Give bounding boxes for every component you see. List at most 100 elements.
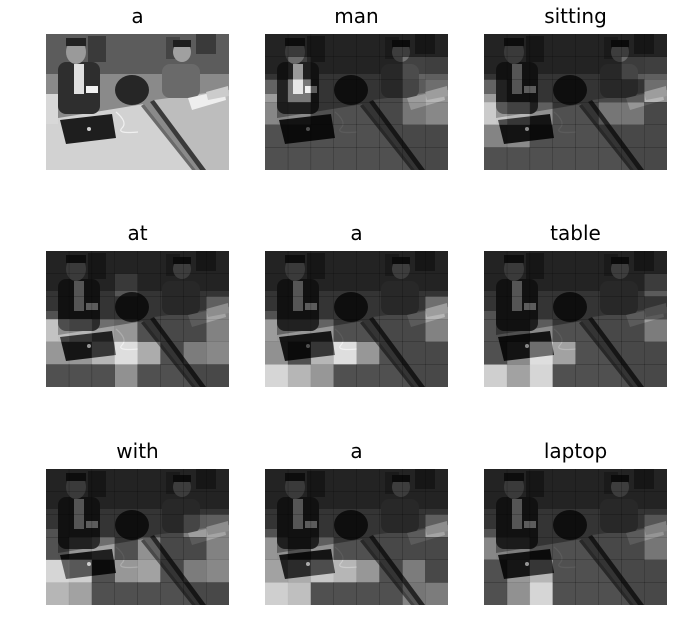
attention-cell	[506, 273, 531, 297]
attention-image	[484, 251, 667, 387]
laptop-screen	[644, 521, 667, 535]
attention-image	[46, 469, 229, 605]
attention-cell	[575, 273, 599, 297]
attention-cell	[287, 364, 312, 387]
attention-cell	[552, 319, 576, 342]
attention-cell	[598, 537, 622, 560]
attention-cell	[598, 102, 622, 125]
attention-cell	[552, 79, 576, 103]
attention-cell	[379, 319, 403, 342]
attention-cell	[529, 102, 553, 125]
cable	[115, 328, 139, 351]
attention-cell	[206, 469, 229, 492]
attention-cell	[529, 364, 553, 387]
attention-cell	[484, 147, 508, 170]
attention-cell	[356, 341, 380, 365]
attention-cell	[402, 34, 426, 57]
attention-cell	[114, 491, 138, 515]
attention-cell	[287, 147, 312, 170]
laptop-screen	[206, 86, 229, 100]
attention-cell	[575, 582, 599, 605]
attention-highlight	[114, 341, 138, 365]
attention-cell	[575, 514, 599, 538]
scene	[46, 34, 229, 170]
attention-highlight	[137, 559, 161, 583]
name-tag	[86, 86, 98, 93]
attention-cell	[310, 56, 334, 80]
attention-cell	[287, 251, 312, 274]
attention-cell	[310, 364, 334, 387]
attention-cell	[68, 491, 93, 515]
attention-cell	[506, 341, 531, 365]
panel-word: sitting	[544, 4, 607, 28]
person-body	[162, 64, 200, 98]
attention-cell	[552, 296, 576, 320]
attention-cell	[529, 491, 553, 515]
attention-cell	[356, 147, 380, 170]
attention-cell	[529, 124, 553, 148]
attention-cell	[137, 469, 161, 492]
attention-cell	[402, 296, 426, 320]
attention-cell	[356, 469, 380, 492]
attention-cell	[310, 273, 334, 297]
attention-highlight	[529, 582, 553, 605]
attention-cell	[310, 319, 334, 342]
attention-cell	[137, 319, 161, 342]
panel-word: with	[116, 439, 159, 463]
attention-cell	[333, 251, 357, 274]
attention-cell	[114, 559, 138, 583]
attention-cell	[379, 296, 403, 320]
attention-cell	[310, 491, 334, 515]
attention-cell	[160, 296, 184, 320]
laptop-logo	[87, 344, 91, 348]
attention-cell	[621, 514, 645, 538]
attention-highlight	[310, 559, 334, 583]
attention-cell	[265, 582, 289, 605]
attention-cell	[575, 251, 599, 274]
attention-cell	[598, 514, 622, 538]
attention-cell	[160, 514, 184, 538]
attention-cell	[160, 319, 184, 342]
attention-image	[484, 469, 667, 605]
attention-cell	[265, 341, 289, 365]
attention-cell	[183, 491, 207, 515]
attention-cell	[575, 102, 599, 125]
attention-cell	[644, 319, 667, 342]
table-edge	[150, 100, 206, 170]
attention-cell	[46, 582, 70, 605]
attention-cell	[333, 296, 357, 320]
arm	[484, 94, 496, 124]
attention-cell	[46, 559, 70, 583]
attention-cell	[356, 582, 380, 605]
attention-cell	[506, 56, 531, 80]
attention-cell	[287, 469, 312, 492]
attention-highlight	[333, 559, 357, 583]
attention-cell	[379, 537, 403, 560]
attention-highlight	[484, 364, 508, 387]
attention-cell	[621, 273, 645, 297]
attention-cell	[206, 296, 229, 320]
attention-cell	[644, 34, 667, 57]
attention-cell	[114, 319, 138, 342]
attention-cell	[598, 273, 622, 297]
attention-cell	[506, 296, 531, 320]
attention-cell	[425, 56, 448, 80]
attention-cell	[68, 582, 93, 605]
attention-cell	[506, 582, 531, 605]
attention-overlay	[46, 469, 229, 605]
attention-cell	[333, 147, 357, 170]
attention-highlight	[287, 582, 312, 605]
attention-cell	[91, 559, 115, 583]
hair	[66, 38, 86, 46]
attention-cell	[402, 147, 426, 170]
table	[154, 90, 229, 170]
attention-cell	[287, 514, 312, 538]
attention-cell	[644, 491, 667, 515]
attention-cell	[621, 79, 645, 103]
attention-cell	[46, 537, 70, 560]
attention-cell	[183, 537, 207, 560]
attention-cell	[575, 559, 599, 583]
attention-cell	[68, 364, 93, 387]
arm	[265, 94, 277, 124]
attention-cell	[114, 469, 138, 492]
